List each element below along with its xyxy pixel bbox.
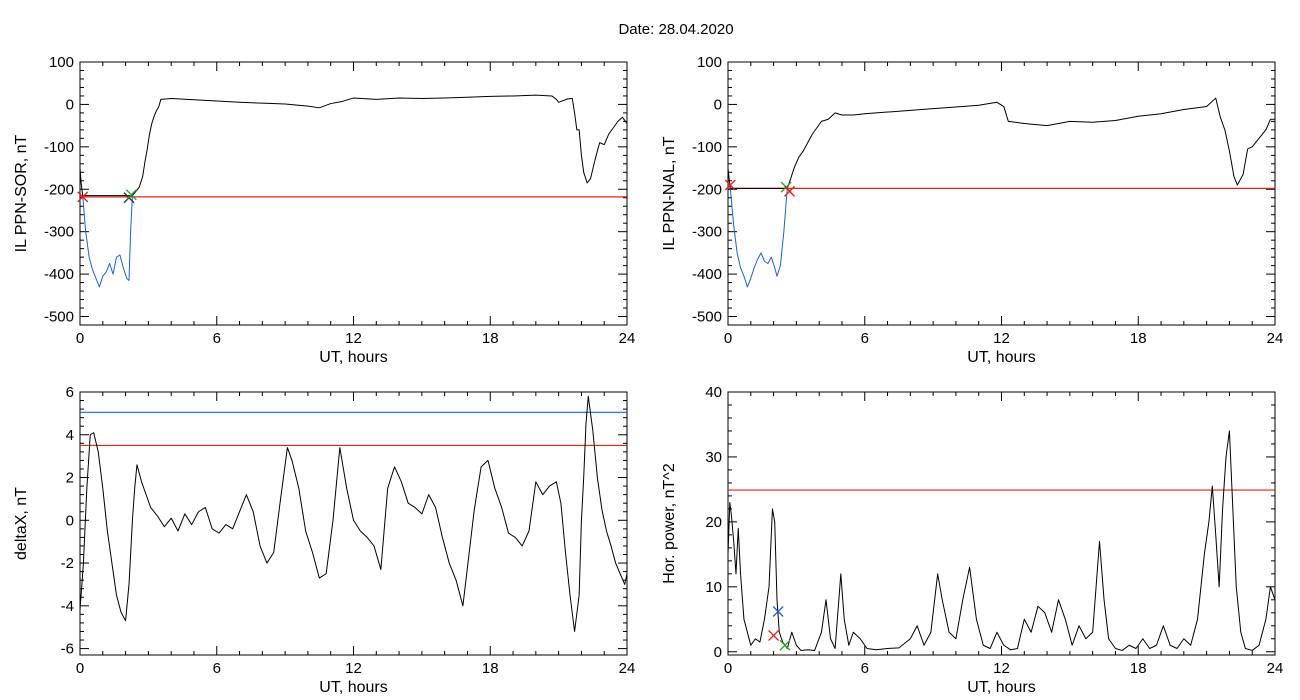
plot-frame	[727, 61, 1276, 326]
y-tick-label: -200	[692, 181, 722, 198]
panel-il-ppn-sor: 0 6 12 18 24 -500 -400 -300 -200 -100 0 100 UT, hour…	[13, 54, 635, 366]
x-tick-label: 18	[1130, 660, 1147, 677]
y-axis-label: deltaX, nT	[13, 487, 30, 560]
y-tick-label: -400	[44, 266, 74, 283]
series-line	[80, 395, 627, 632]
y-tick-label: 40	[705, 384, 722, 401]
y-axis-label: IL PPN-SOR, nT	[13, 134, 30, 252]
x-axis-label: UT, hours	[967, 679, 1035, 696]
x-tick-label: 0	[76, 330, 84, 347]
x-tick-label: 12	[345, 660, 362, 677]
x-tick-label: 18	[482, 330, 499, 347]
date-title: Date: 28.04.2020	[618, 21, 733, 38]
y-tick-label: 2	[66, 470, 74, 487]
panel-hor-power: 0 6 12 18 24 0 10 20 30 40 UT, hours Hor. power, nT…	[661, 384, 1283, 696]
x-axis-label: UT, hours	[319, 679, 387, 696]
x-tick-label: 0	[76, 660, 84, 677]
y-tick-label: -4	[61, 598, 74, 615]
event-marker	[772, 606, 784, 617]
y-axis-label: Hor. power, nT^2	[661, 463, 678, 584]
y-tick-label: 6	[66, 384, 74, 401]
y-tick-label: -200	[44, 181, 74, 198]
y-tick-label: -500	[44, 309, 74, 326]
plot-frame	[727, 391, 1276, 656]
series-line	[728, 97, 1275, 189]
y-axis-label: IL PPN-NAL, nT	[661, 136, 678, 250]
y-tick-label: -500	[692, 309, 722, 326]
event-marker	[724, 179, 736, 191]
x-tick-label: 6	[861, 330, 869, 347]
y-tick-label: 30	[705, 449, 722, 466]
x-tick-label: 12	[993, 660, 1010, 677]
event-marker	[77, 191, 89, 203]
y-tick-label: 0	[66, 96, 74, 113]
panel-il-ppn-nal: 0 6 12 18 24 -500 -400 -300 -200 -100 0 100 UT, hour…	[661, 54, 1283, 366]
x-tick-label: 6	[861, 660, 869, 677]
y-tick-label: 0	[714, 644, 722, 661]
event-marker	[779, 639, 791, 651]
y-tick-label: -300	[44, 224, 74, 241]
x-tick-label: 12	[345, 330, 362, 347]
x-tick-label: 24	[1267, 330, 1284, 347]
y-tick-label: 20	[705, 514, 722, 531]
x-tick-label: 24	[619, 330, 636, 347]
y-tick-label: 100	[697, 54, 722, 71]
y-tick-label: -2	[61, 555, 74, 572]
event-marker	[784, 185, 795, 197]
x-tick-label: 6	[213, 660, 221, 677]
x-tick-label: 24	[619, 660, 636, 677]
x-tick-label: 0	[724, 330, 732, 347]
y-tick-label: 4	[66, 427, 74, 444]
x-tick-label: 24	[1267, 660, 1284, 677]
y-tick-label: 10	[705, 579, 722, 596]
y-tick-label: 0	[714, 96, 722, 113]
x-tick-label: 12	[993, 330, 1010, 347]
series-line	[82, 195, 133, 288]
x-axis-label: UT, hours	[967, 349, 1035, 366]
y-tick-label: -100	[692, 139, 722, 156]
series-line	[729, 188, 788, 288]
y-tick-label: 0	[66, 512, 74, 529]
series-line	[80, 94, 627, 197]
x-axis-label: UT, hours	[319, 349, 387, 366]
series-line	[728, 430, 1275, 651]
x-tick-label: 18	[1130, 330, 1147, 347]
x-tick-label: 6	[213, 330, 221, 347]
event-marker	[125, 189, 137, 201]
y-tick-label: -300	[692, 224, 722, 241]
x-tick-label: 0	[724, 660, 732, 677]
plot-frame	[79, 61, 628, 326]
y-tick-label: -400	[692, 266, 722, 283]
y-tick-label: -6	[61, 641, 74, 658]
y-tick-label: -100	[44, 139, 74, 156]
y-tick-label: 100	[49, 54, 74, 71]
event-marker	[768, 630, 780, 641]
x-tick-label: 18	[482, 660, 499, 677]
